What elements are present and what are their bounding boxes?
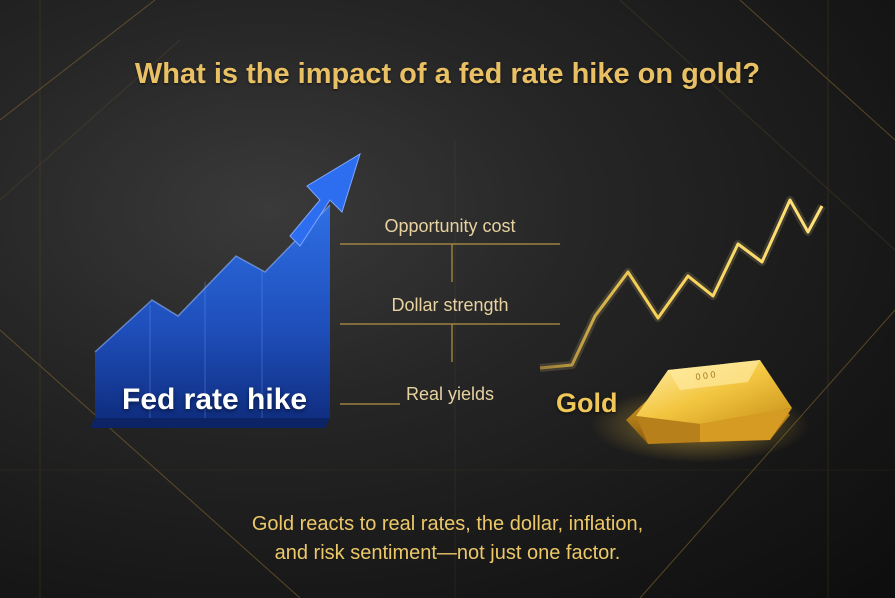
svg-text:0 0 0: 0 0 0 — [695, 369, 716, 382]
footer-line-2: and risk sentiment—not just one factor. — [274, 542, 621, 564]
gold-bar-icon: 0 0 0 — [590, 360, 810, 463]
factor-connectors — [340, 243, 560, 405]
fed-rate-hike-label: Fed rate hike — [122, 383, 308, 416]
rate-hike-chart — [90, 204, 331, 428]
up-arrow-icon — [289, 152, 361, 247]
gold-label: Gold — [556, 388, 618, 418]
factor-opportunity-cost: Opportunity cost — [384, 216, 516, 236]
gold-line-icon — [539, 196, 826, 372]
factor-dollar-strength: Dollar strength — [391, 295, 509, 315]
page-title: What is the impact of a fed rate hike on… — [134, 58, 761, 90]
footer-line-1: Gold reacts to real rates, the dollar, i… — [251, 513, 644, 535]
factor-real-yields: Real yields — [405, 384, 495, 404]
